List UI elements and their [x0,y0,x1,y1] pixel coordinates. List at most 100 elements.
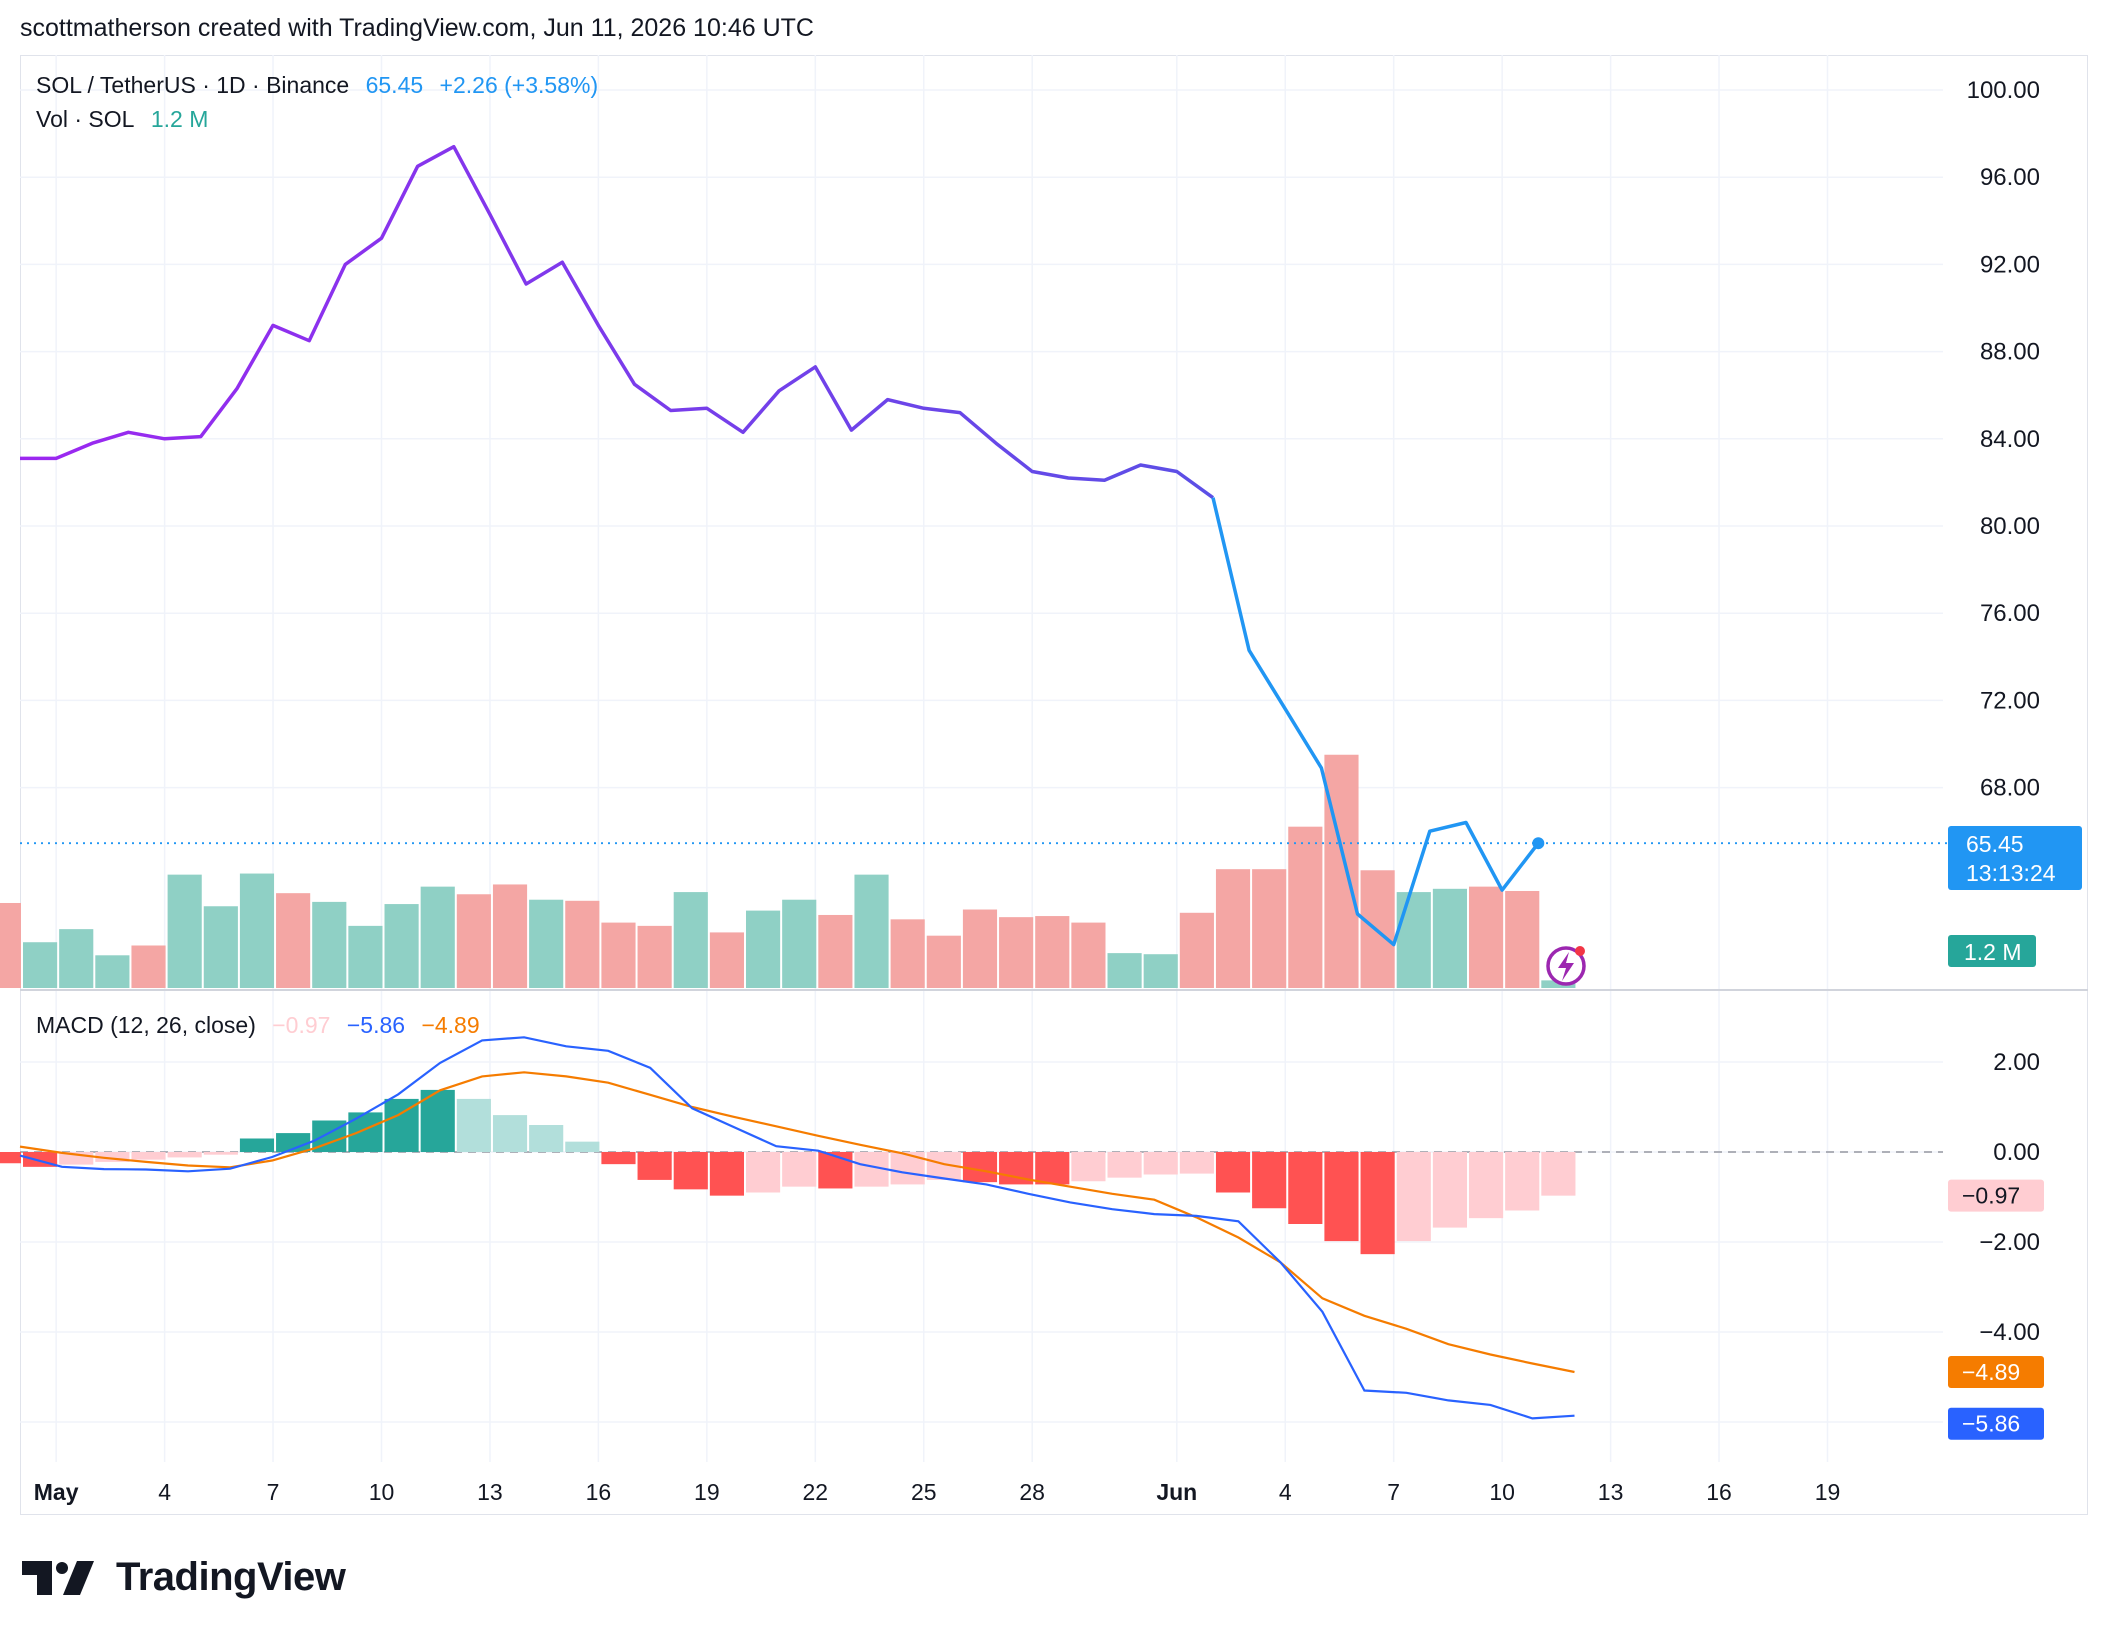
volume-bar [565,900,600,988]
volume-bar [131,945,166,988]
volume-bar [1396,892,1431,988]
tradingview-logo[interactable]: TradingView [22,1555,346,1600]
macd-histogram-bar [456,1098,491,1152]
volume-bar [1324,754,1359,988]
volume-bar [1432,888,1467,988]
time-tick-label: 16 [586,1479,612,1505]
macd-histogram-bar [1107,1152,1142,1178]
macd-histogram-bar [962,1152,998,1183]
macd-line [19,1036,1575,1420]
macd-histogram-bar [203,1152,238,1155]
volume-title: Vol · SOL [36,106,135,132]
volume-bar [1179,912,1214,988]
volume-legend[interactable]: Vol · SOL 1.2 M [36,106,218,133]
volume-bar [782,899,817,988]
volume-bar [637,925,672,988]
macd-pane [0,1036,1943,1420]
macd-histogram-bar [167,1152,202,1158]
macd-histogram-bar [492,1115,528,1152]
volume-bar [854,874,889,988]
macd-histogram-bar [746,1152,781,1193]
time-axis: May 4 7 10 13 16 19 22 25 28 Jun 4 7 10 13 16 19 [34,1479,1841,1505]
volume-bar [456,894,491,988]
volume-bar [926,935,961,988]
price-tick-label: 84.00 [1980,426,2040,453]
volume-bar [95,955,130,988]
price-axis: 68.00 72.00 76.00 80.00 84.00 88.00 92.00 96.00… [1967,77,2040,1346]
volume-bar [746,910,781,988]
price-tick-label: 100.00 [1967,77,2040,104]
macd-value-label: −0.97 [1962,1183,2020,1209]
volume-last-label: 1.2 M [1964,939,2022,965]
volume-bar [818,914,853,988]
macd-histogram-bar [1396,1152,1431,1242]
countdown-label: 13:13:24 [1966,860,2056,886]
macd-histogram-bar [637,1152,672,1180]
macd-histogram-bar [1505,1152,1540,1211]
volume-bar [1035,916,1070,988]
volume-bar [529,899,564,988]
volume-bar [962,909,998,988]
macd-histogram-bar [348,1112,383,1152]
volume-bar [0,902,22,988]
time-tick-label: 19 [1815,1479,1841,1505]
time-tick-label: 22 [803,1479,829,1505]
price-line-series [20,144,1215,500]
symbol-legend[interactable]: SOL / TetherUS · 1D · Binance 65.45 +2.2… [36,72,608,99]
macd-histogram-bar [565,1141,600,1152]
macd-histogram-bar [1324,1152,1359,1242]
volume-bar [1215,869,1251,988]
time-tick-label: Jun [1156,1479,1197,1505]
macd-tick-label: −2.00 [1979,1229,2040,1256]
macd-histogram-bar [1143,1152,1178,1175]
macd-tick-label: 0.00 [1993,1139,2040,1166]
legend-price: 65.45 [365,72,424,98]
macd-hist-value: −0.97 [272,1012,331,1038]
macd-tick-label: −4.00 [1979,1319,2040,1346]
time-tick-label: 13 [477,1479,503,1505]
chart-frame[interactable] [20,55,2088,1515]
volume-bar [239,873,275,988]
price-tick-label: 76.00 [1980,600,2040,627]
macd-signal-line [19,1071,1575,1374]
macd-histogram-bar [1469,1152,1504,1219]
volume-bar [1252,869,1287,988]
macd-histogram-bar [239,1138,275,1152]
symbol-title: SOL / TetherUS · 1D · Binance [36,72,350,98]
time-tick-label: 19 [694,1479,720,1505]
alert-lightning-icon[interactable] [1546,946,1586,986]
volume-bar [312,901,347,988]
macd-histogram-bar [95,1152,130,1162]
time-tick-label: 25 [911,1479,937,1505]
volume-bar [1505,890,1540,988]
macd-histogram-bar [1432,1152,1467,1228]
macd-value-label-box [1948,1407,2044,1440]
time-tick-label: 16 [1706,1479,1732,1505]
volume-bar [1469,886,1504,988]
macd-histogram-bar [529,1125,564,1152]
macd-signal-value: −4.89 [421,1012,480,1038]
volume-label-box [1948,935,2036,967]
last-price-label: 65.45 [1966,831,2024,857]
volume-bar [203,906,238,988]
macd-histogram-bar [1035,1152,1070,1185]
macd-legend[interactable]: MACD (12, 26, close) −0.97 −5.86 −4.89 [36,1012,490,1039]
tradingview-logo-icon [22,1560,94,1595]
macd-histogram-bar [709,1152,744,1196]
axis-labels: 65.45 13:13:24 1.2 M −0.97 −4.89 −5.86 [1948,826,2082,1440]
volume-bar [384,904,419,988]
price-tick-label: 80.00 [1980,513,2040,540]
macd-tick-label: 2.00 [1993,1049,2040,1076]
price-tick-label: 68.00 [1980,775,2040,802]
macd-histogram-bar [1215,1152,1251,1193]
volume-bar [348,925,383,988]
macd-histogram-bar [818,1152,853,1189]
macd-histogram-bar [276,1133,311,1152]
volume-bar [709,932,744,988]
time-tick-label: May [34,1479,79,1505]
price-tick-label: 96.00 [1980,164,2040,191]
volume-bar [59,929,94,988]
last-price-point [1532,837,1545,850]
macd-histogram-bar [782,1152,817,1187]
